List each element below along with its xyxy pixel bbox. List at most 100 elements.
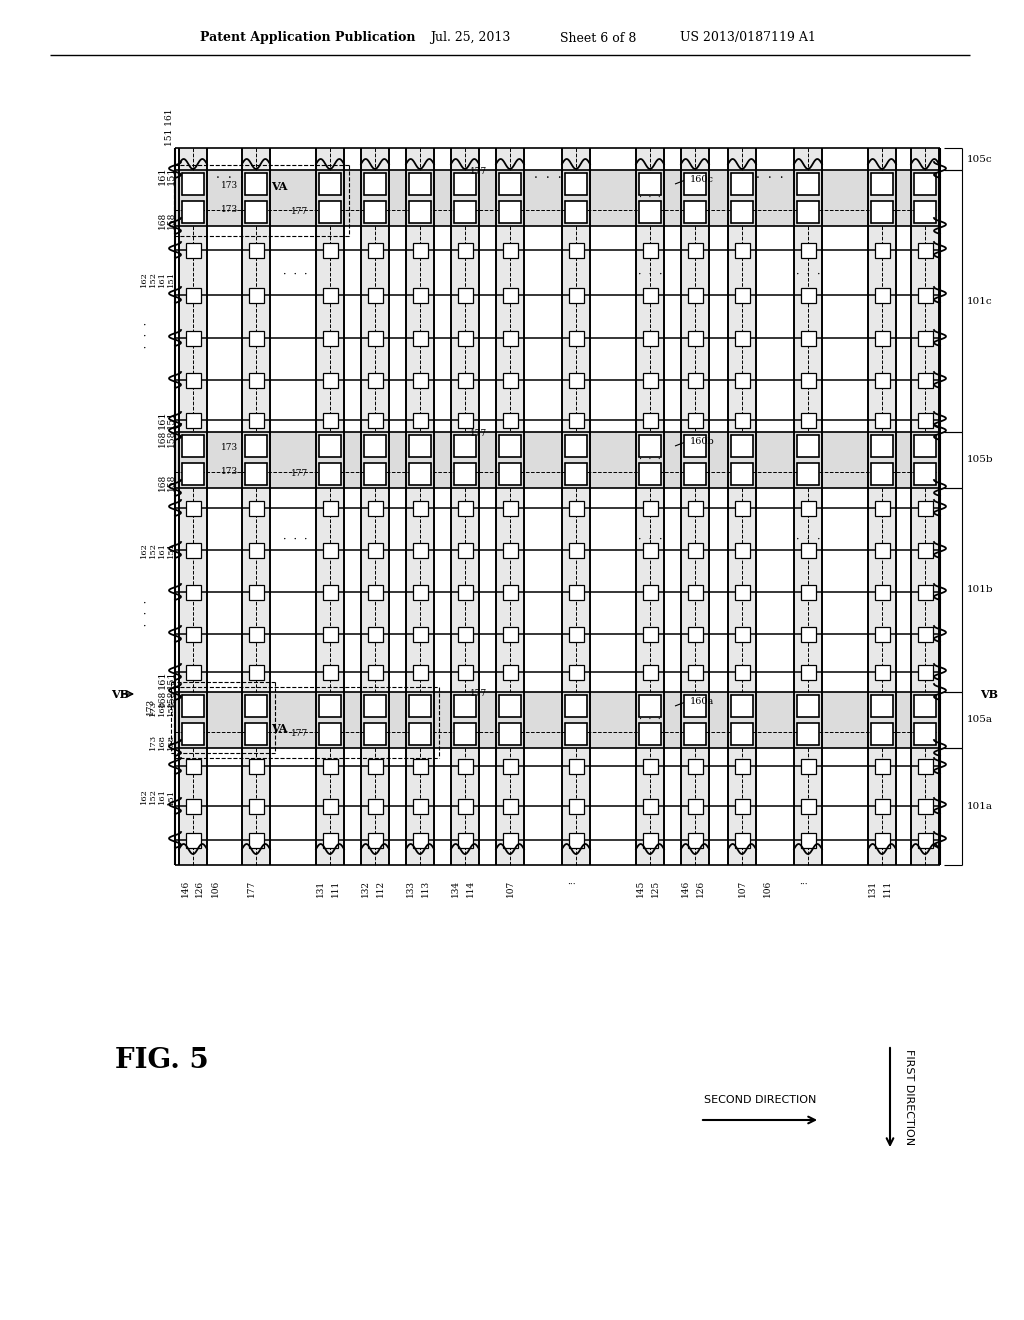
- Bar: [185, 833, 201, 847]
- Bar: [364, 723, 386, 744]
- Text: 161: 161: [158, 271, 166, 286]
- Bar: [499, 463, 521, 484]
- Bar: [731, 173, 753, 195]
- Text: 162: 162: [140, 788, 148, 804]
- Bar: [458, 288, 472, 302]
- Bar: [639, 463, 662, 484]
- Text: 161: 161: [158, 166, 167, 185]
- Text: 161: 161: [158, 671, 167, 689]
- Text: Sheet 6 of 8: Sheet 6 of 8: [560, 32, 636, 45]
- Bar: [368, 833, 383, 847]
- Bar: [458, 412, 472, 428]
- Bar: [182, 723, 204, 744]
- Bar: [734, 412, 750, 428]
- Text: ·  ·  ·: · · ·: [796, 271, 820, 280]
- Bar: [801, 759, 815, 774]
- Bar: [642, 759, 657, 774]
- Bar: [684, 723, 706, 744]
- Bar: [503, 664, 517, 680]
- Bar: [687, 372, 702, 388]
- Bar: [868, 148, 896, 865]
- Text: 111: 111: [883, 880, 892, 898]
- Text: ·  ·  ·: · · ·: [638, 535, 663, 545]
- Bar: [319, 436, 341, 457]
- Bar: [368, 243, 383, 257]
- Bar: [642, 664, 657, 680]
- Bar: [797, 723, 819, 744]
- Bar: [568, 243, 584, 257]
- Bar: [454, 173, 476, 195]
- Bar: [642, 500, 657, 516]
- Bar: [245, 463, 267, 484]
- Bar: [734, 664, 750, 680]
- Bar: [323, 833, 338, 847]
- Bar: [454, 201, 476, 223]
- Text: 151: 151: [167, 671, 175, 689]
- Bar: [182, 201, 204, 223]
- Bar: [368, 627, 383, 642]
- Bar: [687, 330, 702, 346]
- Bar: [458, 243, 472, 257]
- Text: 177: 177: [470, 168, 487, 177]
- Text: 133: 133: [406, 880, 415, 898]
- Text: 105a: 105a: [967, 715, 993, 725]
- Text: Patent Application Publication: Patent Application Publication: [200, 32, 416, 45]
- Bar: [497, 148, 523, 865]
- Bar: [413, 288, 427, 302]
- Bar: [871, 201, 893, 223]
- Bar: [918, 833, 933, 847]
- Text: ·  ·  ·: · · ·: [283, 535, 307, 545]
- Bar: [368, 664, 383, 680]
- Text: SECOND DIRECTION: SECOND DIRECTION: [703, 1096, 816, 1105]
- Bar: [568, 330, 584, 346]
- Bar: [874, 243, 890, 257]
- Bar: [503, 833, 517, 847]
- Bar: [245, 201, 267, 223]
- Text: 152: 152: [150, 271, 157, 286]
- Bar: [249, 288, 263, 302]
- Bar: [874, 330, 890, 346]
- Bar: [918, 243, 933, 257]
- Bar: [413, 543, 427, 557]
- Bar: [182, 436, 204, 457]
- Bar: [316, 148, 344, 865]
- Bar: [242, 148, 270, 865]
- Bar: [731, 201, 753, 223]
- Text: 146: 146: [681, 880, 689, 898]
- Bar: [407, 148, 433, 865]
- Text: ·  ·  ·: · · ·: [216, 172, 244, 185]
- Bar: [364, 463, 386, 484]
- Bar: [918, 799, 933, 813]
- Text: 161: 161: [158, 543, 166, 558]
- Bar: [409, 173, 431, 195]
- Bar: [874, 664, 890, 680]
- Bar: [249, 500, 263, 516]
- Bar: [323, 543, 338, 557]
- Bar: [687, 412, 702, 428]
- Bar: [912, 148, 938, 865]
- Bar: [503, 799, 517, 813]
- Text: FIG. 5: FIG. 5: [115, 1047, 209, 1073]
- Bar: [245, 696, 267, 717]
- Bar: [734, 585, 750, 599]
- Bar: [568, 500, 584, 516]
- Text: 161: 161: [158, 411, 167, 429]
- Bar: [801, 372, 815, 388]
- Bar: [413, 664, 427, 680]
- Bar: [413, 412, 427, 428]
- Bar: [458, 500, 472, 516]
- Bar: [734, 759, 750, 774]
- Bar: [687, 243, 702, 257]
- Bar: [323, 799, 338, 813]
- Bar: [454, 696, 476, 717]
- Bar: [568, 372, 584, 388]
- Bar: [731, 436, 753, 457]
- Text: 173: 173: [150, 700, 157, 715]
- Bar: [185, 288, 201, 302]
- Bar: [874, 412, 890, 428]
- Text: ·  ·  ·: · · ·: [638, 271, 663, 280]
- Text: ·
·
·: · · ·: [143, 321, 146, 354]
- Bar: [731, 723, 753, 744]
- Bar: [458, 664, 472, 680]
- Text: 105b: 105b: [967, 455, 993, 465]
